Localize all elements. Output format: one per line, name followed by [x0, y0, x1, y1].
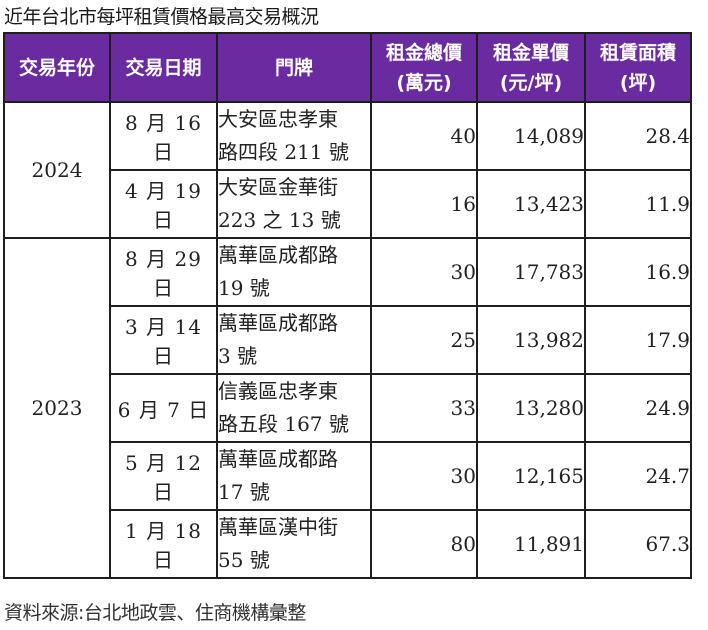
table-row: 3 月 14 日 萬華區成都路 3 號 25 13,982 17.9: [4, 305, 692, 375]
table-row: 5 月 12 日 萬華區成都路 17 號 30 12,165 24.7: [4, 441, 692, 511]
date-cell: 5 月 12 日: [109, 441, 218, 511]
header-address: 門牌: [216, 32, 372, 103]
area-cell: 17.9: [584, 305, 692, 375]
unit-price-cell: 13,423: [476, 169, 586, 239]
total-rent-cell: 30: [370, 441, 478, 511]
unit-price-cell: 14,089: [476, 101, 586, 171]
area-cell: 67.3: [584, 509, 692, 579]
area-cell: 28.4: [584, 101, 692, 171]
header-date: 交易日期: [109, 32, 218, 103]
date-cell: 8 月 16 日: [109, 101, 218, 171]
year-cell: 2023: [3, 237, 111, 579]
rent-transactions-table: 交易年份 交易日期 門牌 租金總價 (萬元) 租金單價 (元/坪) 租賃面積 (坪) …: [3, 32, 692, 579]
unit-price-cell: 13,982: [476, 305, 586, 375]
header-unit-price: 租金單價 (元/坪): [476, 32, 586, 103]
date-cell: 1 月 18 日: [109, 509, 218, 579]
total-rent-cell: 40: [370, 101, 478, 171]
area-cell: 24.9: [584, 373, 692, 443]
unit-price-cell: 17,783: [476, 237, 586, 307]
address-cell: 大安區金華街 223 之 13 號: [216, 169, 372, 239]
total-rent-cell: 25: [370, 305, 478, 375]
total-rent-cell: 80: [370, 509, 478, 579]
table-row: 4 月 19 日 大安區金華街 223 之 13 號 16 13,423 11.9: [4, 169, 692, 239]
header-area: 租賃面積 (坪): [584, 32, 692, 103]
table-row: 1 月 18 日 萬華區漢中街 55 號 80 11,891 67.3: [4, 509, 692, 579]
date-cell: 4 月 19 日: [109, 169, 218, 239]
address-cell: 信義區忠孝東 路五段 167 號: [216, 373, 372, 443]
total-rent-cell: 33: [370, 373, 478, 443]
source-note: 資料來源:台北地政雲、住商機構彙整: [4, 602, 306, 624]
area-cell: 11.9: [584, 169, 692, 239]
page-title: 近年台北市每坪租賃價格最高交易概況: [4, 6, 319, 28]
address-cell: 萬華區成都路 19 號: [216, 237, 372, 307]
table-row: 2024 8 月 16 日 大安區忠孝東 路四段 211 號 40 14,089 …: [3, 101, 692, 239]
address-cell: 大安區忠孝東 路四段 211 號: [216, 101, 372, 171]
date-cell: 3 月 14 日: [109, 305, 218, 375]
address-cell: 萬華區漢中街 55 號: [216, 509, 372, 579]
table-row: 6 月 7 日 信義區忠孝東 路五段 167 號 33 13,280 24.9: [4, 373, 692, 443]
address-cell: 萬華區成都路 3 號: [216, 305, 372, 375]
unit-price-cell: 11,891: [476, 509, 586, 579]
date-cell: 8 月 29 日: [109, 237, 218, 307]
table-row: 2023 8 月 29 日 萬華區成都路 19 號 30 17,783 16.9: [3, 237, 692, 579]
address-cell: 萬華區成都路 17 號: [216, 441, 372, 511]
date-cell: 6 月 7 日: [109, 373, 218, 443]
table-header-row: 交易年份 交易日期 門牌 租金總價 (萬元) 租金單價 (元/坪) 租賃面積 (坪): [3, 32, 692, 103]
header-total-rent: 租金總價 (萬元): [370, 32, 478, 103]
area-cell: 16.9: [584, 237, 692, 307]
year-cell: 2024: [3, 101, 111, 239]
total-rent-cell: 30: [370, 237, 478, 307]
area-cell: 24.7: [584, 441, 692, 511]
unit-price-cell: 12,165: [476, 441, 586, 511]
total-rent-cell: 16: [370, 169, 478, 239]
unit-price-cell: 13,280: [476, 373, 586, 443]
header-year: 交易年份: [3, 32, 111, 103]
